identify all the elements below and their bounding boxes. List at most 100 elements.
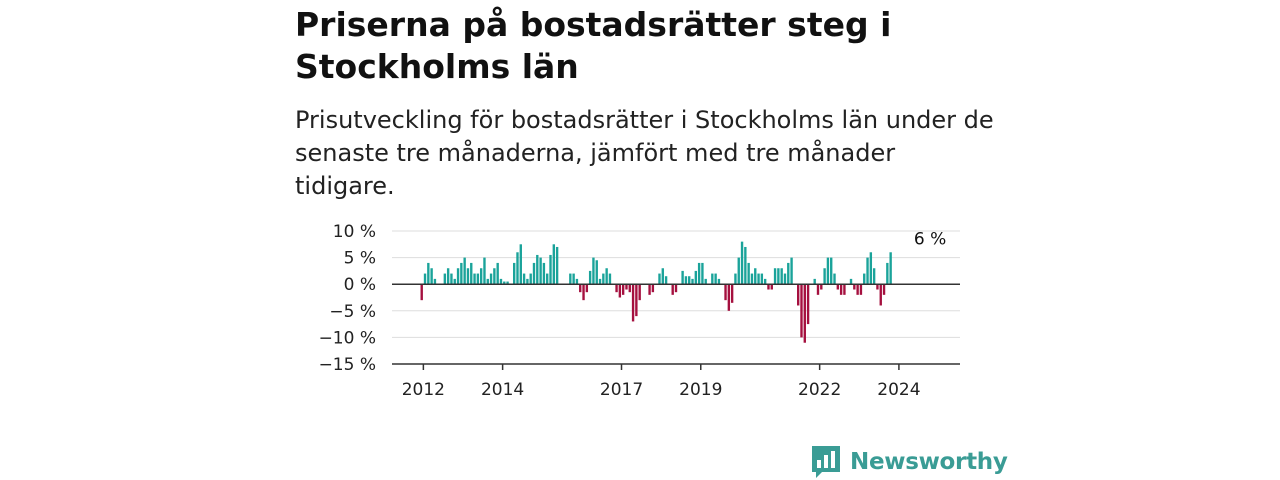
x-tick-label: 2019 bbox=[679, 380, 722, 400]
bar-positive bbox=[608, 273, 612, 285]
bar-positive bbox=[813, 278, 816, 285]
bar-positive bbox=[711, 273, 714, 285]
bar-positive bbox=[522, 273, 526, 285]
bar-positive bbox=[714, 273, 717, 285]
bar-positive bbox=[773, 268, 777, 285]
bar-positive bbox=[780, 268, 783, 285]
bar-negative bbox=[638, 284, 641, 301]
y-axis-labels: 10 % 5 % 0 % −5 % −10 % −15 % bbox=[319, 222, 376, 375]
bar-negative bbox=[800, 284, 803, 338]
chart-subtitle: Prisutveckling för bostadsrätter i Stock… bbox=[295, 106, 994, 200]
y-tick-label: −5 % bbox=[329, 302, 376, 322]
bar-positive bbox=[529, 273, 532, 285]
bar-positive bbox=[760, 273, 764, 285]
bar-negative bbox=[651, 284, 655, 293]
bar-positive bbox=[493, 268, 496, 285]
x-tick-label: 2012 bbox=[402, 380, 445, 400]
bar-negative bbox=[797, 284, 800, 306]
bar-positive bbox=[476, 273, 480, 285]
bar-positive bbox=[450, 273, 453, 285]
x-tick-label: 2014 bbox=[481, 380, 524, 400]
bar-positive bbox=[542, 262, 546, 285]
bar-positive bbox=[783, 273, 787, 285]
chart-title: Priserna på bostadsrätter steg i Stockho… bbox=[295, 5, 892, 86]
bar-positive bbox=[826, 257, 830, 285]
bar-positive bbox=[872, 268, 876, 285]
bar-positive bbox=[697, 262, 701, 285]
x-tick-label: 2022 bbox=[798, 380, 841, 400]
bar-positive bbox=[503, 281, 506, 285]
bar-positive bbox=[569, 273, 572, 285]
bar-negative bbox=[615, 284, 618, 293]
bar-positive bbox=[446, 268, 450, 285]
bar-positive bbox=[830, 257, 833, 285]
bar-negative bbox=[806, 284, 810, 325]
bar-positive bbox=[513, 262, 516, 285]
bar-positive bbox=[740, 241, 744, 285]
bar-positive bbox=[849, 278, 853, 285]
x-tick-label: 2024 bbox=[877, 380, 920, 400]
bar-negative bbox=[579, 284, 582, 293]
bar-negative bbox=[859, 284, 863, 295]
bar-positive bbox=[734, 273, 737, 285]
bar-negative bbox=[767, 284, 770, 290]
newsworthy-bar-chart-icon bbox=[812, 446, 840, 478]
bar-negative bbox=[882, 284, 886, 295]
bar-negative bbox=[803, 284, 806, 343]
bar-negative bbox=[856, 284, 859, 295]
bar-positive bbox=[496, 262, 499, 285]
bar-negative bbox=[839, 284, 843, 295]
bar-positive bbox=[701, 262, 704, 285]
bar-negative bbox=[724, 284, 727, 301]
bar-positive bbox=[763, 278, 767, 285]
bar-positive bbox=[546, 273, 549, 285]
bar-positive bbox=[466, 268, 470, 285]
bar-positive bbox=[737, 257, 740, 285]
bar-positive bbox=[549, 254, 552, 285]
bar-positive bbox=[757, 273, 760, 285]
bar-positive bbox=[863, 273, 866, 285]
bar-positive bbox=[694, 270, 698, 285]
bar-positive bbox=[519, 244, 522, 285]
bar-negative bbox=[674, 284, 678, 293]
bar-positive bbox=[516, 252, 519, 285]
bar-negative bbox=[621, 284, 625, 295]
bar-positive bbox=[833, 273, 836, 285]
bar-positive bbox=[427, 262, 430, 285]
bar-positive bbox=[489, 273, 493, 285]
bar-positive bbox=[777, 268, 780, 285]
bar-positive bbox=[691, 278, 694, 285]
bar-positive bbox=[602, 273, 605, 285]
bar-positive bbox=[453, 278, 456, 285]
annotations: 6 % bbox=[914, 229, 946, 249]
bar-positive bbox=[790, 257, 793, 285]
bar-negative bbox=[582, 284, 585, 301]
y-tick-label: −10 % bbox=[319, 328, 376, 348]
bar-positive bbox=[664, 276, 668, 285]
bar-positive bbox=[595, 260, 598, 285]
bar-positive bbox=[532, 262, 536, 285]
bar-positive bbox=[592, 257, 595, 285]
bar-negative bbox=[628, 284, 631, 293]
y-tick-label: 0 % bbox=[344, 275, 376, 295]
bar-negative bbox=[853, 284, 856, 290]
bar-negative bbox=[876, 284, 879, 290]
bar-positive bbox=[423, 273, 427, 285]
bar-chart: 10 %5 %0 %−5 %−10 %−15 % 2012 2014 2017 201… bbox=[319, 222, 960, 400]
bar-positive bbox=[704, 278, 707, 285]
bar-positive bbox=[473, 273, 476, 285]
bar-positive bbox=[536, 254, 539, 285]
bar-positive bbox=[605, 268, 608, 285]
bar-negative bbox=[420, 284, 423, 301]
bar-positive bbox=[598, 278, 602, 285]
gridlines bbox=[392, 230, 960, 338]
bar-positive bbox=[588, 270, 592, 285]
bar-positive bbox=[526, 278, 529, 285]
bar-positive bbox=[506, 281, 509, 285]
bar-positive bbox=[572, 273, 575, 285]
bar-negative bbox=[631, 284, 635, 322]
bar-negative bbox=[625, 284, 628, 290]
bar-negative bbox=[585, 284, 589, 293]
bar-positive bbox=[681, 270, 684, 285]
bar-negative bbox=[836, 284, 840, 290]
